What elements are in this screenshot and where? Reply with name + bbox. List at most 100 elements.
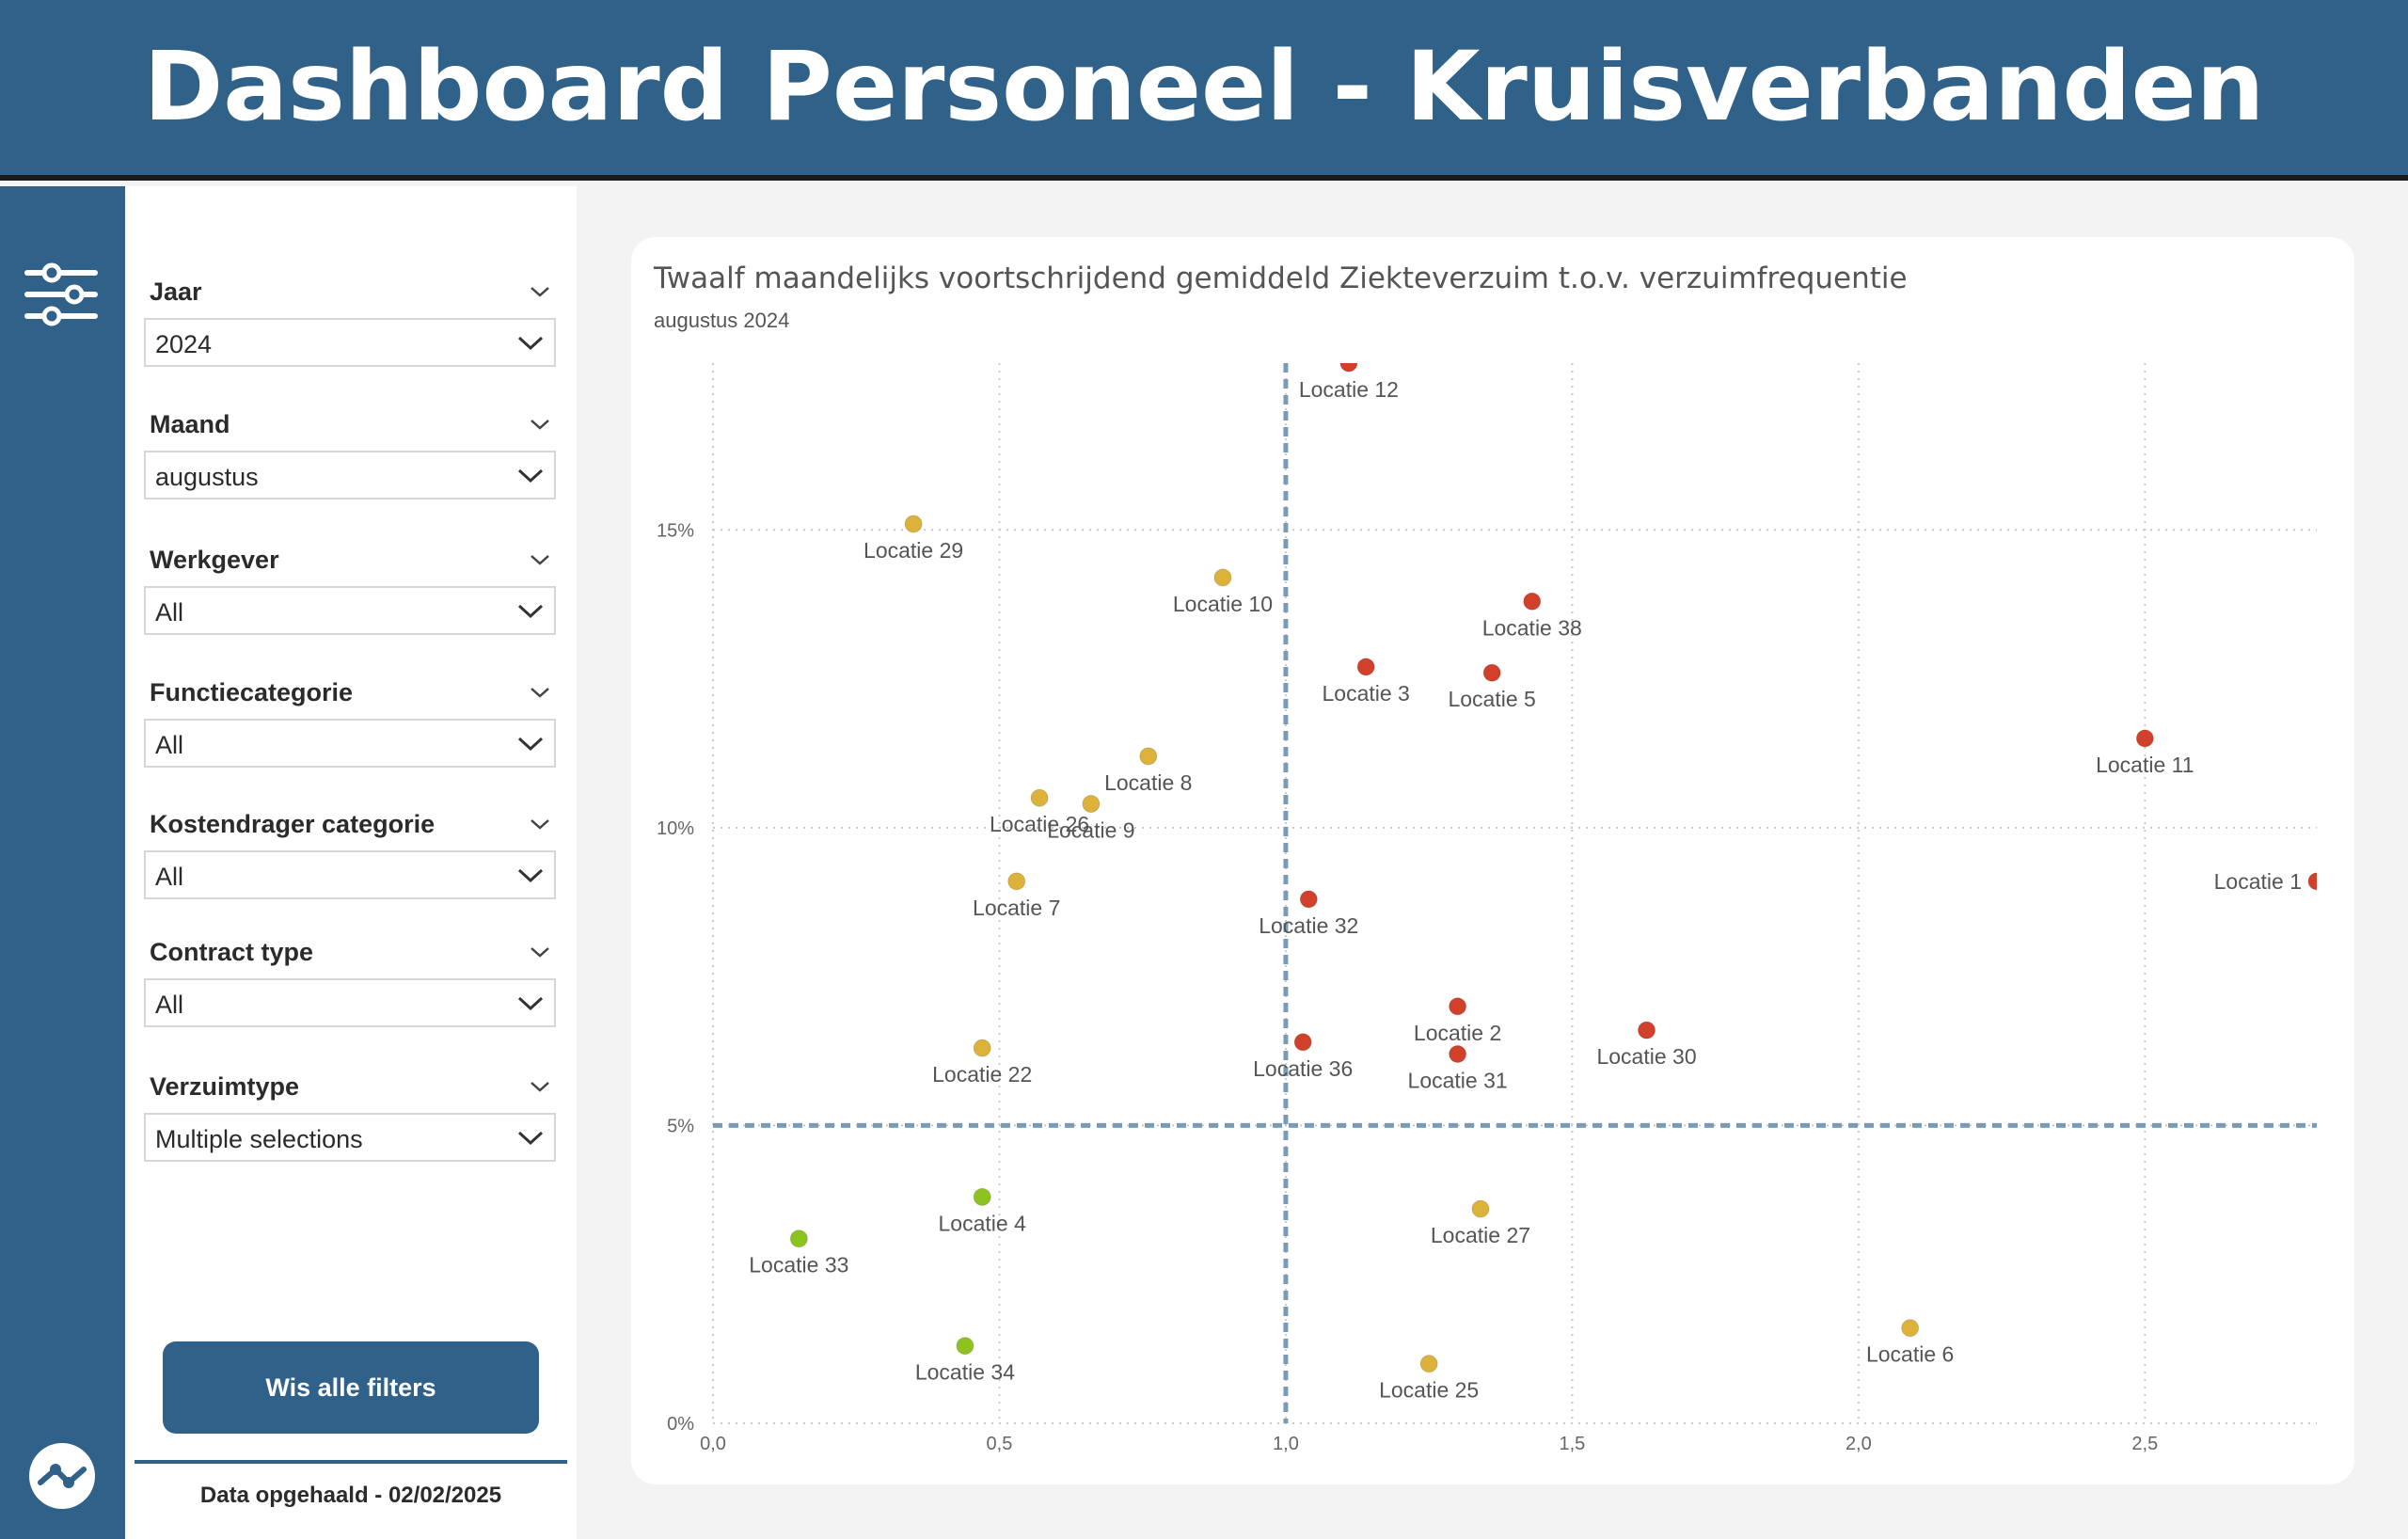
header-bar: Dashboard Personeel - Kruisverbanden	[0, 0, 2408, 181]
data-point[interactable]	[1030, 788, 1049, 807]
data-label: Locatie 31	[1408, 1068, 1508, 1092]
data-label: Locatie 29	[863, 538, 963, 563]
chevron-down-icon[interactable]	[528, 805, 552, 843]
data-point[interactable]	[1419, 1355, 1438, 1373]
logo-icon	[29, 1443, 95, 1509]
y-tick-label: 15%	[657, 520, 694, 541]
slicer-title: Functiecategorie	[150, 678, 354, 706]
data-point[interactable]	[1293, 1033, 1312, 1052]
dropdown-arrow-icon	[517, 868, 544, 883]
data-label: Locatie 25	[1379, 1378, 1479, 1403]
data-label: Locatie 32	[1259, 913, 1358, 938]
filter-panel: Jaar 2024 Maand augustus Werkgever All Functie…	[125, 186, 577, 1539]
slicer-dropdown[interactable]: augustus	[144, 451, 556, 500]
data-point[interactable]	[1339, 355, 1358, 373]
dropdown-arrow-icon	[517, 737, 544, 752]
data-point[interactable]	[1449, 997, 1467, 1016]
data-label: Locatie 8	[1104, 770, 1192, 795]
dropdown-arrow-icon	[517, 1131, 544, 1146]
slicer-selected-value: All	[155, 863, 184, 891]
x-tick-label: 0,0	[700, 1434, 726, 1454]
data-label: Locatie 12	[1299, 377, 1399, 402]
data-point[interactable]	[2135, 729, 2154, 748]
data-point[interactable]	[1482, 663, 1501, 682]
data-label: Locatie 34	[915, 1360, 1015, 1385]
data-label: Locatie 7	[973, 896, 1060, 920]
dropdown-arrow-icon	[517, 996, 544, 1011]
x-tick-label: 1,5	[1559, 1434, 1585, 1454]
data-label: Locatie 2	[1414, 1021, 1501, 1045]
data-point[interactable]	[1356, 658, 1375, 676]
chevron-down-icon[interactable]	[528, 405, 552, 443]
data-label: Locatie 10	[1173, 592, 1273, 616]
slicer-title: Contract type	[150, 938, 314, 966]
slicer-title: Verzuimtype	[150, 1072, 300, 1101]
slicer-selected-value: All	[155, 598, 184, 627]
data-point[interactable]	[1523, 592, 1542, 611]
slicer-selected-value: 2024	[155, 330, 213, 358]
data-point[interactable]	[1139, 747, 1158, 766]
x-tick-label: 0,5	[987, 1434, 1013, 1454]
data-label: Locatie 36	[1253, 1056, 1353, 1081]
dropdown-arrow-icon	[517, 336, 544, 351]
y-tick-label: 10%	[657, 818, 694, 839]
data-point[interactable]	[1213, 568, 1232, 587]
data-label: Locatie 38	[1482, 615, 1582, 640]
slicer-dropdown[interactable]: All	[144, 586, 556, 635]
slicer-dropdown[interactable]: 2024	[144, 318, 556, 367]
slicer-dropdown[interactable]: All	[144, 850, 556, 899]
slicer-dropdown[interactable]: All	[144, 978, 556, 1027]
data-point[interactable]	[789, 1230, 808, 1248]
data-label: Locatie 5	[1448, 687, 1535, 711]
data-label: Locatie 27	[1431, 1223, 1530, 1247]
data-label: Locatie 3	[1322, 681, 1409, 706]
data-point[interactable]	[973, 1187, 991, 1206]
data-label: Locatie 6	[1866, 1342, 1954, 1367]
data-label: Locatie 11	[2096, 753, 2194, 777]
data-point[interactable]	[1471, 1199, 1490, 1218]
data-point[interactable]	[904, 515, 923, 533]
data-label: Locatie 9	[1047, 818, 1134, 843]
slicer-dropdown[interactable]: All	[144, 719, 556, 768]
data-point[interactable]	[2307, 872, 2325, 891]
chevron-down-icon[interactable]	[528, 1068, 552, 1105]
x-tick-label: 1,0	[1273, 1434, 1299, 1454]
y-tick-label: 0%	[667, 1414, 694, 1435]
page-title: Dashboard Personeel - Kruisverbanden	[143, 31, 2265, 143]
chart-title: Twaalf maandelijks voortschrijdend gemid…	[654, 262, 1908, 295]
data-point[interactable]	[973, 1039, 991, 1057]
data-point[interactable]	[1901, 1319, 1920, 1338]
data-label: Locatie 4	[939, 1211, 1027, 1235]
scatter-chart: 0,0 0,5 1,0 1,5 2,0 2,5 0% 5% 10% 15% Locatie 12 Lo…	[657, 355, 2325, 1454]
slicer-title: Maand	[150, 410, 230, 438]
data-point[interactable]	[1299, 890, 1318, 909]
slicer-dropdown[interactable]: Multiple selections	[144, 1113, 556, 1162]
y-tick-label: 5%	[667, 1116, 694, 1136]
chevron-down-icon[interactable]	[528, 541, 552, 579]
data-label: Locatie 26	[990, 812, 1089, 836]
dropdown-arrow-icon	[517, 468, 544, 484]
data-point[interactable]	[1082, 795, 1101, 814]
x-tick-label: 2,0	[1846, 1434, 1872, 1454]
chevron-down-icon[interactable]	[528, 933, 552, 971]
chart-subtitle: augustus 2024	[654, 309, 790, 332]
data-label: Locatie 30	[1596, 1044, 1696, 1069]
data-label: Locatie 1	[2214, 869, 2302, 894]
data-refresh-date: Data opgehaald - 02/02/2025	[199, 1483, 502, 1508]
data-point[interactable]	[1007, 872, 1026, 891]
sliders-icon[interactable]	[24, 262, 99, 327]
chart-card: Twaalf maandelijks voortschrijdend gemid…	[631, 237, 2354, 1484]
data-label: Locatie 33	[749, 1253, 848, 1277]
dropdown-arrow-icon	[517, 604, 544, 619]
slicer-selected-value: Multiple selections	[155, 1125, 363, 1153]
divider	[135, 1460, 567, 1464]
data-point[interactable]	[1449, 1044, 1467, 1063]
slicer-selected-value: All	[155, 991, 184, 1019]
data-point[interactable]	[1638, 1021, 1656, 1039]
chevron-down-icon[interactable]	[528, 273, 552, 310]
chevron-down-icon[interactable]	[528, 674, 552, 711]
clear-filters-button[interactable]: Wis alle filters	[163, 1341, 539, 1434]
left-rail	[0, 186, 125, 1539]
slicer-selected-value: augustus	[155, 463, 259, 491]
data-point[interactable]	[956, 1337, 974, 1356]
